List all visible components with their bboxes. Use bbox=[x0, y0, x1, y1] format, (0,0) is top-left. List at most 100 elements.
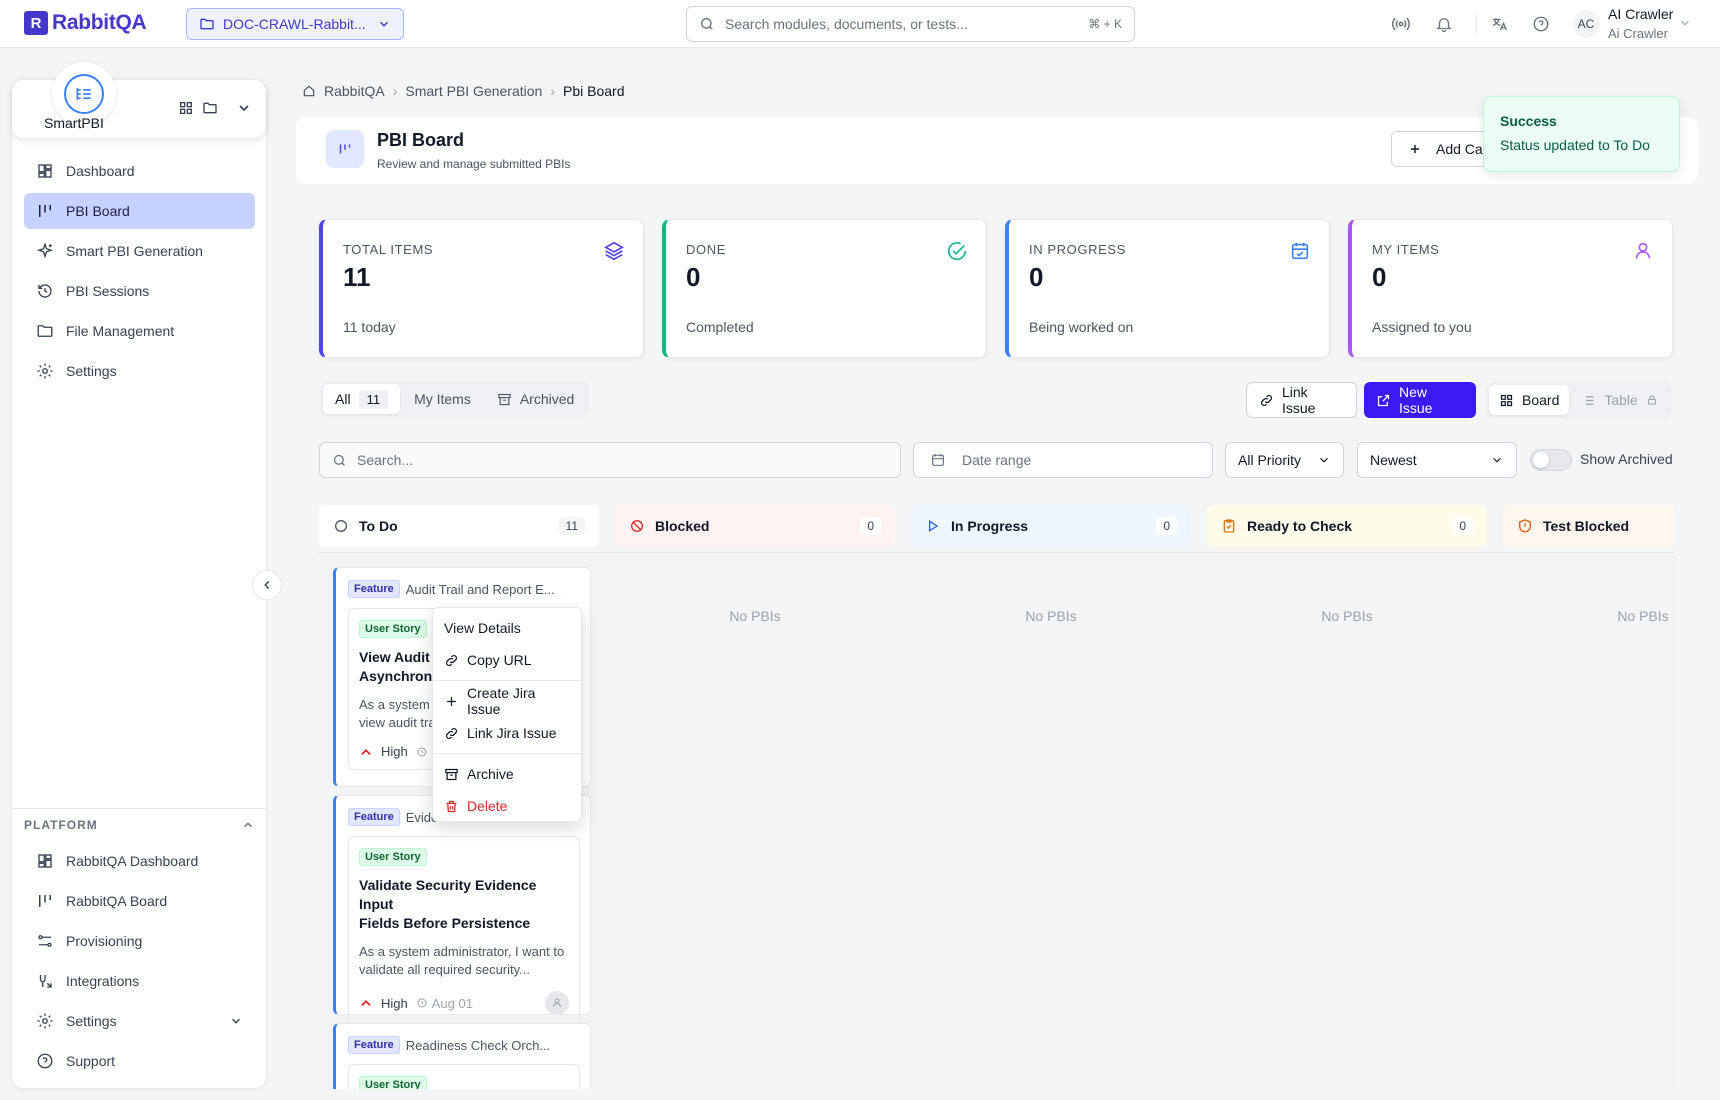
user-story-card[interactable]: User Story bbox=[348, 1064, 580, 1089]
app-switcher-card[interactable]: SmartPBI bbox=[12, 62, 266, 138]
link-issue-button[interactable]: Link Issue bbox=[1246, 382, 1357, 418]
story-description: As a system view audit tra bbox=[359, 696, 569, 732]
tab-my-items[interactable]: My Items bbox=[402, 384, 483, 414]
stat-value: 0 bbox=[1372, 262, 1387, 292]
help-icon[interactable] bbox=[1530, 13, 1552, 35]
menu-view-details[interactable]: View Details bbox=[433, 612, 581, 644]
sidebar-item-rabbitqa-board[interactable]: RabbitQA Board bbox=[24, 883, 255, 919]
story-title-line: View Audit T bbox=[359, 649, 443, 665]
menu-archive[interactable]: Archive bbox=[433, 758, 581, 790]
kanban-board: To Do 11 Blocked 0 In Progress 0 Ready t… bbox=[319, 505, 1674, 1089]
sidebar-item-support[interactable]: Support bbox=[24, 1043, 255, 1079]
column-header-to-do[interactable]: To Do 11 bbox=[319, 505, 599, 547]
sidebar-item-dashboard[interactable]: Dashboard bbox=[24, 153, 255, 189]
sidebar-item-smart-pbi-generation[interactable]: Smart PBI Generation bbox=[24, 233, 255, 269]
search-icon bbox=[332, 453, 347, 468]
help-icon bbox=[36, 1052, 54, 1070]
story-title: Validate Security Evidence Input Fields B… bbox=[359, 876, 569, 933]
bell-icon[interactable] bbox=[1433, 13, 1455, 35]
sort-select[interactable]: Newest bbox=[1357, 442, 1517, 478]
column-header-blocked[interactable]: Blocked 0 bbox=[615, 505, 895, 547]
top-bar: R RabbitQA DOC-CRAWL-Rabbit... Search mo… bbox=[0, 0, 1720, 48]
menu-delete[interactable]: Delete bbox=[433, 790, 581, 822]
show-archived-toggle[interactable] bbox=[1530, 449, 1572, 471]
sidebar-item-rabbitqa-dashboard[interactable]: RabbitQA Dashboard bbox=[24, 843, 255, 879]
chevron-down-icon[interactable] bbox=[1678, 16, 1692, 30]
breadcrumb: RabbitQA › Smart PBI Generation › Pbi Bo… bbox=[302, 83, 624, 99]
sidebar-item-platform-settings[interactable]: Settings bbox=[24, 1003, 255, 1039]
feature-name: Audit Trail and Report E... bbox=[405, 581, 555, 597]
stat-card-my-items: MY ITEMS 0 Assigned to you bbox=[1348, 219, 1673, 358]
global-search[interactable]: Search modules, documents, or tests... ⌘… bbox=[686, 6, 1135, 42]
pbi-card[interactable]: Feature Evide User Story Validate Securi… bbox=[333, 795, 591, 1026]
sidebar-item-label: Integrations bbox=[66, 973, 140, 989]
stat-card-in-progress: IN PROGRESS 0 Being worked on bbox=[1005, 219, 1330, 358]
empty-state: No PBIs bbox=[1025, 608, 1077, 624]
pbi-card[interactable]: Feature Readiness Check Orch... User Sto… bbox=[333, 1023, 591, 1089]
circle-icon bbox=[333, 518, 349, 534]
story-desc-line: As a system bbox=[359, 697, 430, 712]
board-search-input[interactable]: Search... bbox=[319, 442, 901, 478]
platform-section-header[interactable]: PLATFORM bbox=[24, 818, 255, 832]
user-story-card[interactable]: User Story Validate Security Evidence In… bbox=[348, 836, 580, 1026]
project-selector[interactable]: DOC-CRAWL-Rabbit... bbox=[186, 8, 404, 40]
sidebar-item-provisioning[interactable]: Provisioning bbox=[24, 923, 255, 959]
link-icon bbox=[444, 653, 459, 668]
sidebar-item-label: Settings bbox=[66, 1013, 117, 1029]
app-logo[interactable]: R RabbitQA bbox=[24, 11, 147, 35]
column-header-ready-to-check[interactable]: Ready to Check 0 bbox=[1207, 505, 1487, 547]
table-view-label: Table bbox=[1604, 392, 1638, 408]
smartpbi-icon bbox=[64, 74, 104, 114]
board-view-button[interactable]: Board bbox=[1489, 385, 1570, 415]
toast-message: Status updated to To Do bbox=[1500, 137, 1650, 153]
priority-select[interactable]: All Priority bbox=[1225, 442, 1344, 478]
column-header-test-blocked[interactable]: Test Blocked bbox=[1503, 505, 1674, 547]
menu-link-jira-issue[interactable]: Link Jira Issue bbox=[433, 717, 581, 749]
menu-create-jira-issue[interactable]: Create Jira Issue bbox=[433, 685, 581, 717]
sidebar-item-pbi-board[interactable]: PBI Board bbox=[24, 193, 255, 229]
integrations-icon bbox=[36, 972, 54, 990]
sidebar-item-integrations[interactable]: Integrations bbox=[24, 963, 255, 999]
breadcrumb-smart-pbi-generation[interactable]: Smart PBI Generation bbox=[405, 83, 543, 99]
sidebar-item-label: Dashboard bbox=[66, 163, 135, 179]
sidebar-item-pbi-sessions[interactable]: PBI Sessions bbox=[24, 273, 255, 309]
show-archived-label: Show Archived bbox=[1580, 451, 1673, 467]
breadcrumb-rabbitqa[interactable]: RabbitQA bbox=[324, 83, 385, 99]
calendar-check-icon bbox=[1289, 240, 1311, 262]
add-button[interactable]: Add Ca bbox=[1391, 131, 1571, 167]
story-title-line: Fields Before Persistence bbox=[359, 915, 531, 931]
breadcrumb-current: Pbi Board bbox=[563, 83, 625, 99]
date-range-picker[interactable]: Date range bbox=[913, 442, 1213, 478]
user-story-card[interactable]: User Story View Audit T Asynchrono As a s… bbox=[348, 608, 580, 770]
date-range-placeholder: Date range bbox=[962, 452, 1032, 468]
translate-icon[interactable] bbox=[1488, 13, 1510, 35]
menu-copy-url[interactable]: Copy URL bbox=[433, 644, 581, 676]
new-issue-button[interactable]: New Issue bbox=[1364, 382, 1476, 418]
chevron-down-icon bbox=[377, 17, 391, 31]
story-desc-line: view audit tra bbox=[359, 715, 436, 730]
success-toast[interactable]: Success Status updated to To Do bbox=[1483, 96, 1680, 172]
table-view-button[interactable]: Table bbox=[1571, 385, 1667, 415]
sidebar-item-file-management[interactable]: File Management bbox=[24, 313, 255, 349]
sidebar-item-label: Settings bbox=[66, 363, 117, 379]
tab-label: All bbox=[335, 391, 351, 407]
shield-alert-icon bbox=[1517, 518, 1533, 534]
sort-value: Newest bbox=[1370, 452, 1417, 468]
tab-archived[interactable]: Archived bbox=[485, 384, 586, 414]
tab-all[interactable]: All 11 bbox=[323, 384, 401, 414]
column-header-in-progress[interactable]: In Progress 0 bbox=[911, 505, 1191, 547]
sidebar-collapse-button[interactable] bbox=[252, 570, 282, 600]
broadcast-icon[interactable] bbox=[1390, 13, 1412, 35]
sidebar-item-settings[interactable]: Settings bbox=[24, 353, 255, 389]
chevron-down-icon[interactable] bbox=[236, 100, 252, 116]
grid-icon bbox=[1499, 393, 1514, 408]
avatar[interactable]: AC bbox=[1572, 10, 1600, 38]
assignee-avatar[interactable] bbox=[545, 991, 569, 1015]
sidebar-item-label: Smart PBI Generation bbox=[66, 243, 203, 259]
app-switcher-name: SmartPBI bbox=[44, 115, 104, 131]
grid-icon[interactable] bbox=[178, 100, 194, 116]
folder-icon[interactable] bbox=[202, 100, 218, 116]
column-title: Blocked bbox=[655, 518, 710, 534]
stat-value: 11 bbox=[343, 262, 371, 292]
gear-icon bbox=[36, 362, 54, 380]
